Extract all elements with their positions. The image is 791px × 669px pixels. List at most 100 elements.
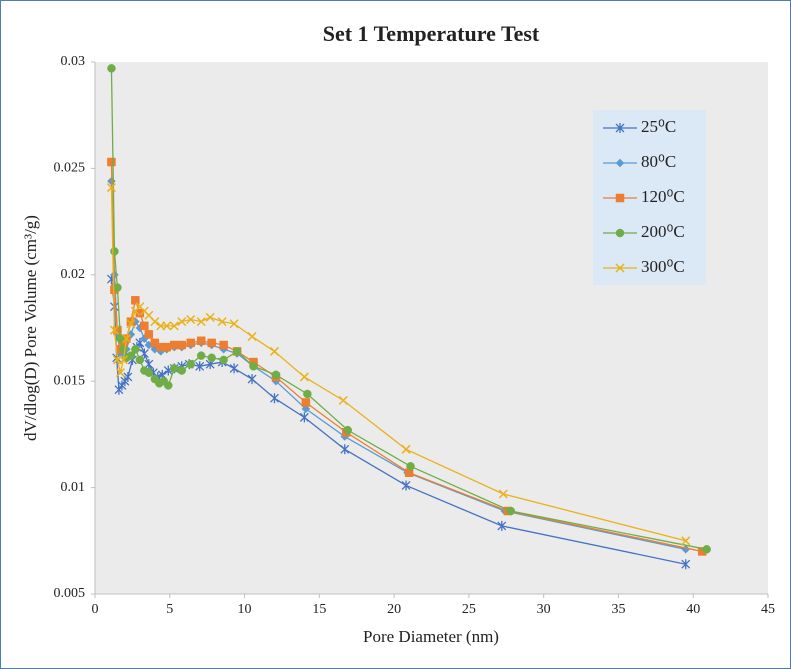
x-tick-label: 5	[166, 602, 173, 617]
data-point	[401, 444, 411, 454]
data-point	[186, 359, 195, 369]
data-point	[109, 325, 119, 335]
data-point	[343, 425, 352, 435]
data-point	[162, 342, 172, 352]
data-point	[207, 338, 216, 348]
data-point	[219, 355, 228, 365]
y-tick-label: 0.005	[54, 586, 86, 601]
data-point	[118, 355, 128, 365]
data-point	[401, 480, 411, 491]
data-point	[131, 345, 140, 354]
legend-label: 120⁰C	[641, 187, 685, 206]
data-point	[301, 404, 311, 414]
data-point	[219, 340, 228, 350]
y-tick-label: 0.01	[61, 480, 86, 495]
legend-marker	[615, 123, 625, 133]
data-point	[123, 371, 133, 382]
y-axis-label: dV/dlog(D) Pore Volume (cm³/g)	[21, 215, 40, 441]
data-point	[229, 319, 239, 329]
data-point	[170, 364, 179, 373]
y-tick-label: 0.025	[54, 161, 86, 176]
data-point	[126, 351, 136, 360]
data-point	[121, 334, 131, 344]
data-point	[270, 393, 279, 404]
data-point	[497, 520, 507, 531]
y-tick-label: 0.015	[54, 373, 86, 388]
legend-label: 80⁰C	[641, 152, 676, 171]
data-point	[107, 64, 116, 73]
data-point	[131, 296, 140, 305]
data-point	[269, 346, 279, 356]
series-line	[110, 187, 686, 542]
data-point	[106, 183, 116, 193]
data-point	[164, 381, 173, 390]
legend-marker	[615, 228, 625, 238]
data-point	[169, 321, 179, 331]
data-point	[113, 283, 122, 292]
data-point	[107, 157, 116, 167]
data-point	[150, 317, 160, 327]
data-point	[205, 312, 215, 322]
legend-marker	[615, 158, 625, 168]
data-point	[249, 362, 258, 371]
data-point	[232, 347, 242, 356]
data-point	[299, 412, 309, 423]
data-point	[186, 338, 195, 348]
x-tick-label: 0	[92, 602, 99, 617]
x-tick-label: 35	[611, 602, 625, 617]
legend-label: 300⁰C	[641, 257, 685, 276]
data-point	[338, 395, 348, 405]
legend-label: 200⁰C	[641, 222, 685, 241]
data-point	[196, 351, 206, 360]
x-tick-label: 30	[537, 602, 551, 617]
data-point	[126, 319, 136, 329]
data-point	[196, 336, 206, 346]
data-point	[177, 317, 187, 327]
legend-marker	[615, 193, 625, 203]
data-point	[140, 321, 149, 331]
data-point	[177, 366, 186, 375]
data-point	[195, 361, 205, 372]
data-point	[506, 506, 516, 516]
y-tick-label: 0.03	[61, 54, 86, 69]
data-point	[681, 536, 691, 546]
x-axis-label: Pore Diameter (nm)	[363, 627, 499, 646]
x-tick-label: 20	[387, 602, 401, 617]
x-tick-label: 25	[462, 602, 476, 617]
data-point	[247, 374, 257, 385]
legend-label: 25⁰C	[641, 117, 676, 136]
data-point	[177, 340, 186, 350]
data-point	[681, 559, 691, 570]
data-point	[271, 370, 281, 380]
x-tick-label: 10	[238, 602, 252, 617]
data-point	[110, 247, 119, 256]
data-point	[498, 489, 508, 499]
data-point	[170, 340, 179, 350]
data-point	[116, 334, 125, 343]
data-point	[301, 398, 311, 407]
data-point	[207, 353, 216, 363]
x-tick-label: 15	[312, 602, 326, 617]
data-point	[229, 363, 239, 374]
data-point	[162, 321, 172, 331]
data-point	[702, 545, 711, 554]
data-point	[340, 444, 350, 455]
data-point	[119, 345, 128, 354]
data-point	[299, 372, 309, 382]
data-point	[135, 355, 145, 365]
data-point	[115, 368, 125, 378]
legend-marker	[615, 263, 625, 273]
x-tick-label: 40	[686, 602, 700, 617]
data-point	[406, 462, 415, 471]
data-point	[217, 317, 227, 327]
data-point	[144, 368, 154, 377]
data-point	[144, 330, 154, 339]
data-point	[303, 389, 312, 399]
data-point	[247, 331, 257, 342]
y-tick-label: 0.02	[61, 267, 86, 282]
x-tick-label: 45	[761, 602, 775, 617]
chart-title: Set 1 Temperature Test	[323, 21, 540, 46]
data-point	[196, 317, 206, 327]
data-point	[186, 314, 196, 325]
